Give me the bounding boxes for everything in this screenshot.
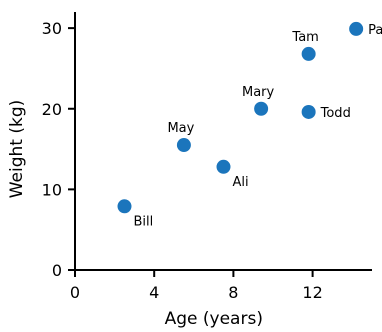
x-tick-label: 8	[228, 283, 238, 302]
data-point-ali	[216, 159, 231, 174]
data-point-tam	[301, 46, 316, 61]
point-label-mary: Mary	[242, 85, 275, 100]
axes: 0 4 8 12 0 10 20 30	[42, 12, 372, 302]
data-point-mary	[254, 101, 269, 116]
x-tick-label: 4	[149, 283, 159, 302]
point-label-tam: Tam	[291, 30, 318, 45]
y-tick-label: 10	[42, 180, 62, 199]
x-tick-label: 12	[302, 283, 322, 302]
point-label-ali: Ali	[233, 175, 249, 190]
point-label-paul: Paul	[368, 23, 382, 38]
data-point-todd	[301, 104, 316, 119]
data-point-may	[176, 138, 191, 153]
point-label-may: May	[167, 121, 194, 136]
data-points: Bill May Ali Mary Tam Todd Paul	[117, 21, 382, 229]
y-tick-label: 0	[52, 261, 62, 280]
data-point-bill	[117, 199, 132, 214]
point-label-bill: Bill	[134, 214, 154, 229]
y-axis-title: Weight (kg)	[7, 100, 27, 199]
point-label-todd: Todd	[320, 106, 351, 121]
y-tick-label: 30	[42, 19, 62, 38]
y-tick-label: 20	[42, 100, 62, 119]
x-axis-title: Age (years)	[165, 309, 263, 329]
x-tick-label: 0	[70, 283, 80, 302]
data-point-paul	[349, 21, 364, 36]
